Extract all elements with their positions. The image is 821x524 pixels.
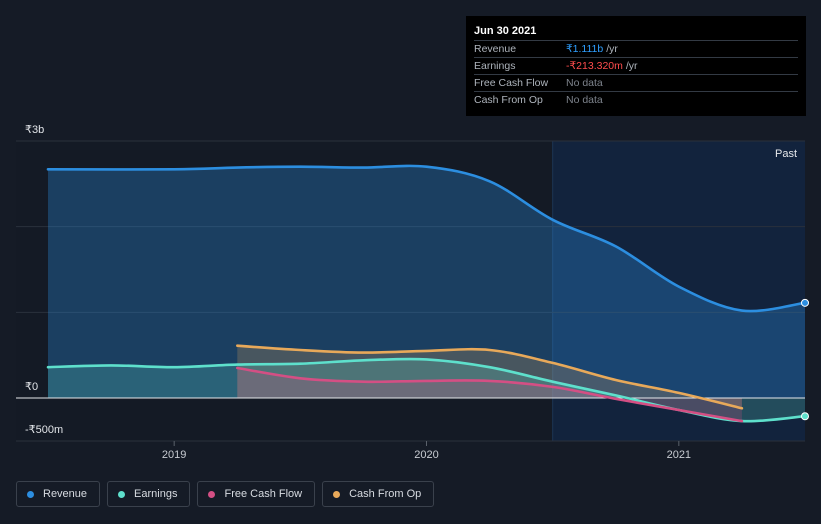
cash-from-op-line — [236, 344, 744, 410]
chart-legend: Revenue Earnings Free Cash Flow Cash Fro… — [16, 481, 435, 507]
x-tick-label: 2020 — [414, 449, 438, 461]
free-cash-flow-area — [237, 368, 742, 422]
tooltip-label: Cash From Op — [474, 94, 543, 106]
tooltip-row-earnings: Earnings -₹213.320m/yr — [474, 58, 798, 75]
tooltip-value: No data — [566, 77, 603, 89]
tooltip-row-revenue: Revenue ₹1.111b/yr — [474, 41, 798, 58]
tooltip-label: Revenue — [474, 43, 517, 55]
x-tick-label: 2021 — [667, 449, 691, 461]
y-tick-label: ₹0 — [25, 381, 38, 393]
tooltip-row-free-cash-flow: Free Cash Flow No data — [474, 75, 798, 92]
earnings-area — [48, 358, 805, 422]
revenue-end-point — [801, 298, 809, 307]
tooltip-date: Jun 30 2021 — [474, 23, 798, 41]
legend-label: Free Cash Flow — [224, 488, 303, 500]
legend-item-free-cash-flow[interactable]: Free Cash Flow — [197, 481, 316, 507]
revenue-area — [48, 165, 805, 398]
past-label: Past — [775, 148, 797, 160]
legend-item-revenue[interactable]: Revenue — [16, 481, 101, 507]
legend-label: Cash From Op — [349, 488, 422, 500]
tooltip-label: Free Cash Flow — [474, 77, 549, 89]
legend-label: Revenue — [43, 488, 88, 500]
y-tick-label: ₹3b — [25, 124, 44, 136]
legend-label: Earnings — [134, 488, 178, 500]
tooltip-label: Earnings — [474, 60, 516, 72]
legend-item-earnings[interactable]: Earnings — [107, 481, 191, 507]
legend-dot-icon — [27, 490, 34, 498]
revenue-line — [46, 164, 807, 313]
free-cash-flow-line — [236, 366, 744, 423]
tooltip-value: ₹1.111b — [566, 43, 604, 55]
y-tick-label: -₹500m — [25, 424, 63, 436]
legend-dot-icon — [118, 490, 126, 498]
x-tick-label: 2019 — [162, 449, 186, 461]
tooltip-unit: /yr — [625, 60, 638, 72]
tooltip-value: No data — [566, 94, 603, 106]
legend-dot-icon — [208, 490, 216, 498]
tooltip-value: -₹213.320m — [566, 60, 623, 72]
earnings-end-point — [801, 412, 809, 421]
legend-item-cash-from-op[interactable]: Cash From Op — [322, 481, 435, 507]
tooltip-unit: /yr — [606, 43, 618, 55]
legend-dot-icon — [333, 490, 341, 498]
tooltip-row-cash-from-op: Cash From Op No data — [474, 92, 798, 108]
data-tooltip: Jun 30 2021 Revenue ₹1.111b/yr Earnings … — [466, 16, 806, 116]
